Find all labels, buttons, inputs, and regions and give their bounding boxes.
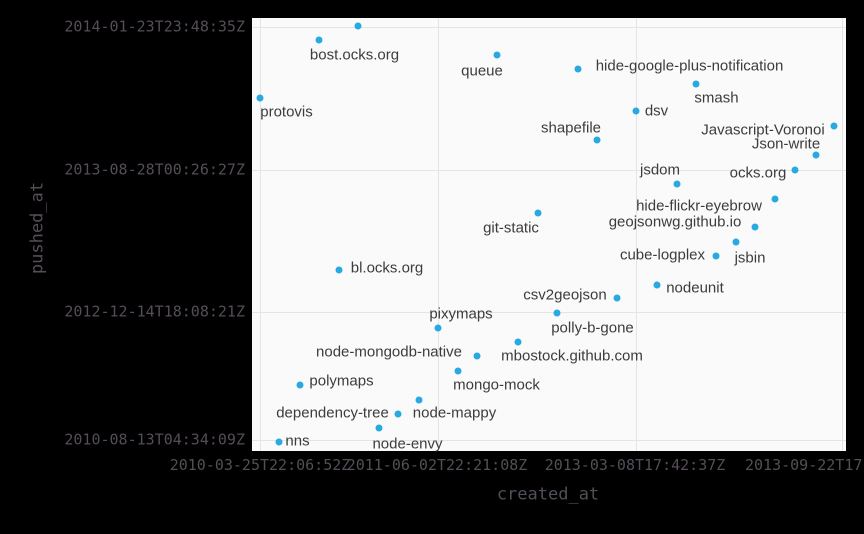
data-point [434, 324, 442, 332]
point-label: dependency-tree [276, 404, 389, 421]
data-point [514, 338, 522, 346]
y-tick-label: 2013-08-28T00:26:27Z [64, 160, 245, 179]
point-label: bost.ocks.org [309, 46, 400, 64]
point-label: jsdom [639, 161, 681, 179]
point-label: node-mongodb-native [316, 343, 462, 360]
point-label: pixymaps [429, 305, 493, 322]
horizontal-gridline [252, 170, 846, 171]
data-point [256, 94, 264, 102]
data-point [354, 22, 362, 30]
data-point [473, 352, 481, 360]
data-point [830, 122, 838, 130]
point-label: bl.ocks.org [350, 259, 424, 276]
data-point [394, 410, 402, 418]
point-label: shapefile [540, 119, 602, 137]
data-point [791, 166, 799, 174]
point-label: dsv [644, 102, 669, 120]
data-point [751, 223, 759, 231]
point-label: Javascript-Voronoi [701, 121, 825, 139]
data-point [296, 381, 304, 389]
point-label: nns [285, 432, 310, 449]
data-point [493, 51, 501, 59]
x-tick-label: 2013-09-22T17 [745, 456, 863, 474]
data-point [553, 309, 561, 317]
vertical-gridline [842, 18, 843, 451]
data-point [712, 252, 720, 260]
point-label: nodeunit [666, 279, 724, 296]
x-tick-label: 2011-06-02T22:21:08Z [346, 456, 528, 474]
point-label: cube-logplex [619, 246, 706, 263]
point-label: protovis [260, 103, 313, 121]
data-point [653, 281, 661, 289]
vertical-gridline [636, 18, 637, 451]
point-label: mongo-mock [453, 376, 540, 394]
vertical-gridline [438, 18, 439, 451]
point-label: node-mappy [412, 404, 497, 422]
data-point [812, 151, 820, 159]
data-point [613, 294, 621, 302]
point-label: hide-google-plus-notification [595, 57, 784, 75]
point-label: mbostock.github.com [501, 347, 643, 365]
y-tick-label: 2010-08-13T04:34:09Z [64, 430, 245, 449]
y-axis-title: pushed_at [27, 181, 48, 275]
point-label: smash [694, 89, 739, 107]
data-point [315, 36, 323, 44]
plot-area: bost.ocks.org queue hide-google-plus-notif… [252, 18, 846, 451]
data-point [534, 209, 542, 217]
point-label: node-envy [372, 435, 443, 452]
x-axis-title: created_at [496, 484, 600, 505]
data-point [335, 266, 343, 274]
point-label: git-static [483, 219, 539, 236]
data-point [275, 438, 283, 446]
data-point [454, 367, 462, 375]
point-label: jsbin [734, 249, 766, 266]
data-point [632, 107, 640, 115]
point-label: ocks.org [729, 164, 787, 182]
point-label: queue [461, 62, 503, 79]
data-point [574, 65, 582, 73]
data-point [692, 80, 700, 88]
data-point [673, 180, 681, 188]
point-label: hide-flickr-eyebrow [636, 197, 762, 214]
y-tick-label: 2014-01-23T23:48:35Z [64, 17, 245, 36]
point-label: geojsonwg.github.io [608, 213, 742, 230]
x-tick-label: 2013-03-08T17:42:37Z [544, 456, 726, 474]
horizontal-gridline [252, 27, 846, 28]
horizontal-gridline [252, 440, 846, 441]
horizontal-gridline [252, 312, 846, 313]
point-label: polly-b-gone [551, 319, 634, 337]
data-point [732, 238, 740, 246]
data-point [771, 195, 779, 203]
y-tick-label: 2012-12-14T18:08:21Z [64, 302, 245, 321]
data-point [593, 136, 601, 144]
vertical-gridline [260, 18, 261, 451]
data-point [375, 424, 383, 432]
point-label: polymaps [309, 372, 374, 389]
point-label: Json-write [751, 135, 821, 152]
x-tick-label: 2010-03-25T22:06:52Z [169, 456, 351, 474]
point-label: csv2geojson [523, 286, 607, 303]
data-point [415, 396, 423, 404]
